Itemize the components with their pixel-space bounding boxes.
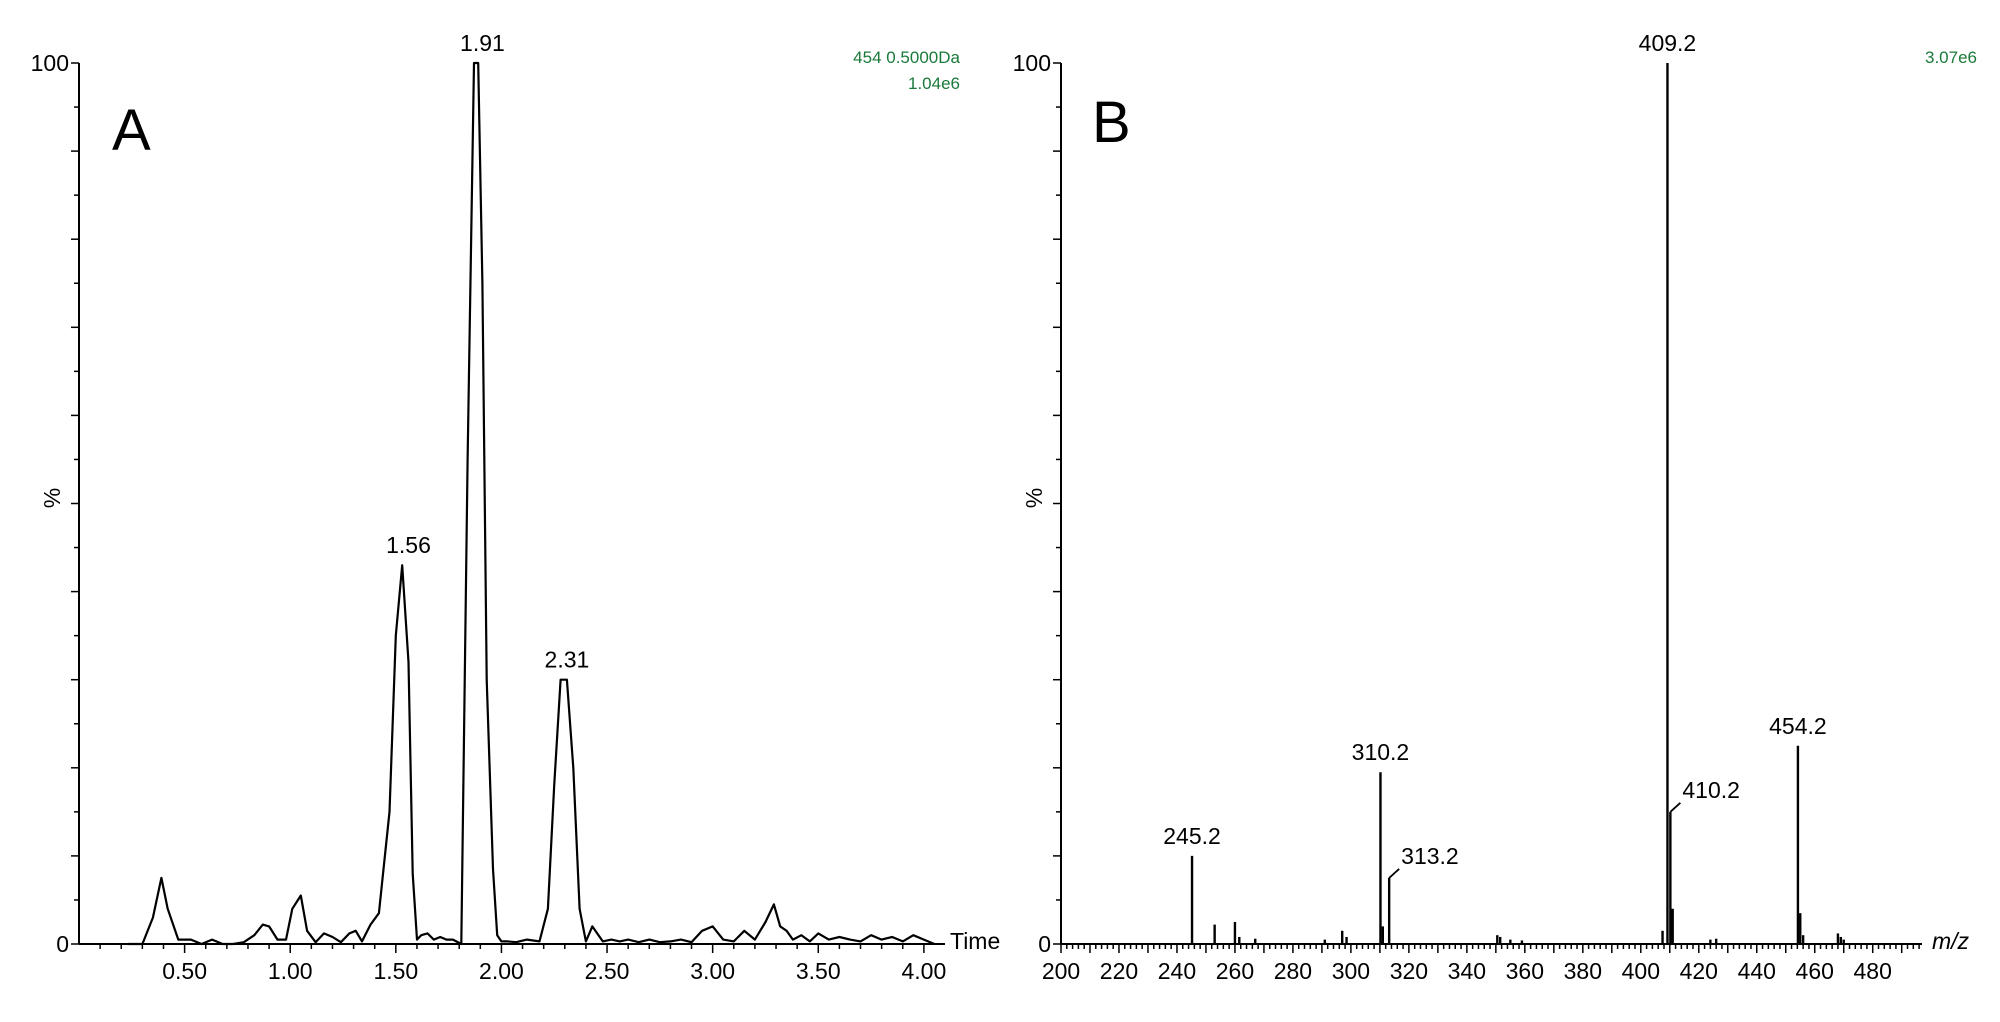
panel-a-x-tick-label: 1.00 xyxy=(268,958,313,984)
panel-b-x-tick-label: 440 xyxy=(1738,958,1776,984)
panel-a-y-ticks xyxy=(71,62,79,945)
panel-a-info-intensity: 1.04e6 xyxy=(908,74,960,93)
panel-a-x-tick-label: 3.50 xyxy=(796,958,841,984)
panel-b-peak-label-leader xyxy=(1669,802,1681,813)
panel-b-peak-label: 409.2 xyxy=(1639,30,1697,56)
panel-a-x-tick-label: 4.00 xyxy=(901,958,946,984)
panel-b-x-tick-label: 220 xyxy=(1100,958,1138,984)
panel-a-x-tick-label: 2.50 xyxy=(585,958,630,984)
panel-a-x-tick-label: 2.00 xyxy=(479,958,524,984)
panel-b-peak-label: 410.2 xyxy=(1682,777,1740,803)
panel-b-x-tick-label: 200 xyxy=(1042,958,1080,984)
panel-b-x-tick-label: 360 xyxy=(1506,958,1544,984)
panel-b-x-tick-label: 340 xyxy=(1448,958,1486,984)
panel-b-x-tick-label: 380 xyxy=(1564,958,1602,984)
panel-a-x-tick-label: 3.00 xyxy=(690,958,735,984)
panel-b-x-tick-label: 460 xyxy=(1796,958,1834,984)
panel-a-y-tick-label: 100 xyxy=(31,50,69,76)
panel-b-x-tick-label: 260 xyxy=(1216,958,1254,984)
panel-b-x-tick-label: 280 xyxy=(1274,958,1312,984)
panel-b-y-tick-labels: 0 100 xyxy=(1013,50,1051,957)
panel-b-letter: B xyxy=(1092,90,1131,155)
panel-b-x-tick-label: 480 xyxy=(1854,958,1892,984)
panel-b-x-axis-title: m/z xyxy=(1932,928,1970,954)
panel-a-x-tick-label: 1.50 xyxy=(373,958,418,984)
panel-a-chromatogram: 0.50 1.00 1.50 2.00 2.50 3.00 3.50 4.00 0 100 1.… xyxy=(31,30,1001,984)
panel-b-y-tick-label: 100 xyxy=(1013,50,1051,76)
panel-a-info-mass-window: 454 0.5000Da xyxy=(853,48,960,67)
panel-a-y-axis-title: % xyxy=(39,488,65,508)
panel-b-peak-labels: 245.2 310.2 313.2 409.2 410.2 454.2 xyxy=(1163,30,1827,879)
panel-b-y-ticks xyxy=(1053,62,1061,945)
panel-b-spectrum-peaks xyxy=(1190,63,1845,944)
panel-a-peak-label: 1.91 xyxy=(460,30,505,56)
panel-b-x-tick-label: 420 xyxy=(1680,958,1718,984)
panel-a-y-tick-labels: 0 100 xyxy=(31,50,69,957)
panel-b-x-ticks xyxy=(1060,944,1920,953)
panel-a-x-axis-title: Time xyxy=(950,928,1000,954)
panel-a-chromatogram-trace xyxy=(127,61,935,946)
panel-b-peak-label: 454.2 xyxy=(1769,713,1827,739)
panel-a-y-tick-label: 0 xyxy=(56,931,69,957)
panel-b-y-axis-title: % xyxy=(1021,488,1047,508)
panel-b-y-tick-label: 0 xyxy=(1038,931,1051,957)
panel-b-info-intensity: 3.07e6 xyxy=(1925,48,1977,67)
panel-a-x-tick-label: 0.50 xyxy=(162,958,207,984)
panel-b-x-tick-label: 240 xyxy=(1158,958,1196,984)
panel-a-x-ticks xyxy=(99,944,925,953)
panel-b-peak-label-leader xyxy=(1388,868,1400,879)
panel-b-x-tick-label: 320 xyxy=(1390,958,1428,984)
panel-a-peak-label: 2.31 xyxy=(545,647,590,673)
panel-a-x-tick-labels: 0.50 1.00 1.50 2.00 2.50 3.00 3.50 4.00 xyxy=(162,958,946,984)
panel-b-peak-label: 310.2 xyxy=(1352,739,1410,765)
panel-b-mass-spectrum: 200 220 240 260 280 300 320 340 360 380 400 420 440 4… xyxy=(1013,30,1977,984)
panel-b-x-tick-labels: 200 220 240 260 280 300 320 340 360 380 400 420 440 4… xyxy=(1042,958,1892,984)
panel-a-peak-labels: 1.56 1.91 2.31 xyxy=(386,30,589,673)
panel-a-peak-label: 1.56 xyxy=(386,532,431,558)
panel-b-peak-label: 313.2 xyxy=(1401,843,1459,869)
panel-b-x-tick-label: 400 xyxy=(1622,958,1660,984)
panel-a-letter: A xyxy=(112,98,151,163)
panel-b-peak-label: 245.2 xyxy=(1163,823,1221,849)
panel-b-x-tick-label: 300 xyxy=(1332,958,1370,984)
